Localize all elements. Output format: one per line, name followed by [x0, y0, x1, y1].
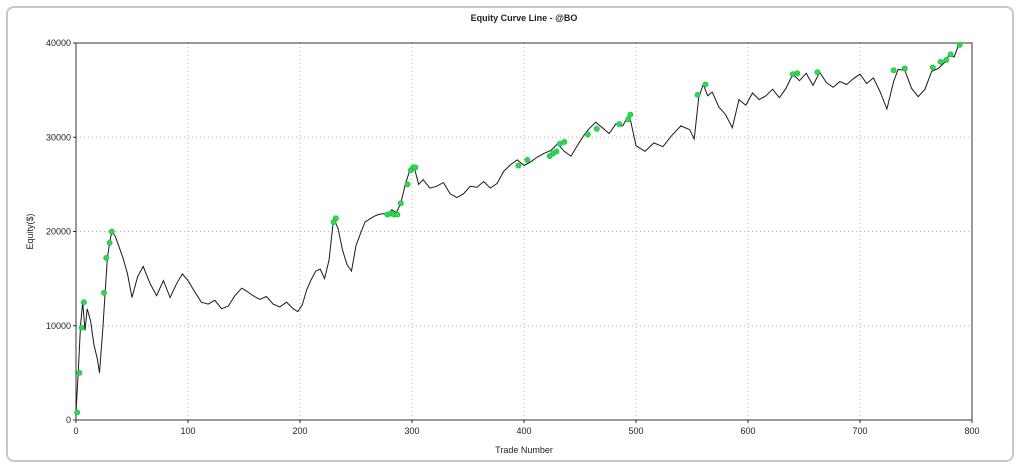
new-high-marker [901, 65, 908, 72]
new-high-marker [694, 91, 701, 98]
new-high-marker [74, 409, 81, 416]
x-tick-label: 700 [852, 426, 867, 436]
new-high-marker [890, 67, 897, 74]
x-tick-label: 0 [73, 426, 78, 436]
new-high-marker [394, 211, 401, 218]
new-high-marker [397, 200, 404, 207]
y-tick-label: 20000 [46, 227, 71, 237]
new-high-marker [108, 228, 115, 235]
x-tick-label: 800 [964, 426, 979, 436]
new-high-marker [76, 369, 83, 376]
new-high-marker [929, 64, 936, 71]
new-high-marker [616, 121, 623, 127]
new-high-marker [404, 181, 411, 188]
y-tick-label: 40000 [46, 38, 71, 48]
new-high-marker [814, 69, 821, 76]
new-high-marker [515, 162, 522, 169]
new-high-marker [947, 51, 954, 58]
new-high-marker [593, 125, 600, 132]
x-axis-label: Trade Number [495, 445, 553, 455]
new-high-marker [80, 299, 87, 306]
x-tick-label: 600 [740, 426, 755, 436]
chart-title: Equity Curve Line - @BO [471, 13, 578, 23]
new-high-marker [103, 254, 110, 261]
new-high-marker [332, 215, 339, 222]
new-high-marker [553, 148, 560, 155]
ticks-layer: 0 100 200 300 400 500 600 700 800 0 10000 20000 3000… [46, 38, 980, 436]
y-tick-label: 30000 [46, 132, 71, 142]
y-tick-label: 10000 [46, 321, 71, 331]
new-high-marker [412, 164, 419, 171]
x-tick-label: 500 [628, 426, 643, 436]
new-high-markers [74, 41, 963, 416]
new-high-marker [625, 116, 632, 123]
y-axis-label: Equity($) [25, 213, 35, 249]
new-high-marker [524, 156, 531, 163]
new-high-marker [106, 239, 113, 246]
new-high-marker [794, 70, 801, 77]
new-high-marker [937, 58, 944, 65]
grid-layer [76, 43, 972, 420]
equity-line [75, 44, 960, 413]
x-tick-label: 100 [180, 426, 195, 436]
new-high-marker [702, 81, 709, 88]
new-high-marker [101, 289, 107, 296]
x-tick-label: 300 [404, 426, 419, 436]
new-high-marker [956, 41, 963, 48]
new-high-marker [627, 111, 634, 118]
new-high-marker [584, 131, 591, 138]
y-tick-label: 0 [66, 415, 71, 425]
x-tick-label: 200 [292, 426, 307, 436]
new-high-marker [78, 324, 85, 331]
chart-frame [6, 6, 1014, 462]
new-high-marker [561, 139, 568, 145]
x-tick-label: 400 [516, 426, 531, 436]
new-high-marker [943, 57, 950, 63]
